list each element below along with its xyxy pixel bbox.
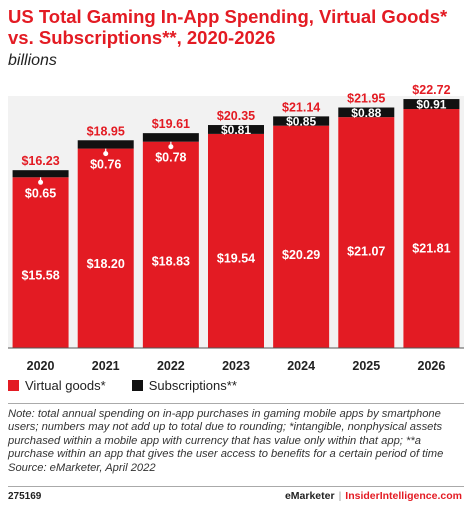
total-label-2025: $21.95	[347, 92, 385, 106]
total-label-2023: $20.35	[217, 109, 255, 123]
data-label-subscriptions-2025: $0.88	[351, 106, 381, 120]
x-tick-label-2023: 2023	[222, 359, 250, 373]
chart-note: Note: total annual spending on in-app pu…	[8, 408, 464, 475]
leader-dot-2020	[38, 179, 44, 185]
legend-item-subscriptions: Subscriptions**	[131, 378, 237, 393]
bar-virtual-goods-2023	[208, 133, 264, 348]
note-separator	[8, 403, 464, 404]
total-label-2020: $16.23	[21, 154, 59, 168]
data-label-virtual-goods-2021: $18.20	[87, 257, 125, 271]
bar-virtual-goods-2025	[338, 117, 395, 348]
total-label-2026: $22.72	[412, 83, 450, 97]
source-text: Source: eMarketer, April 2022	[8, 461, 156, 474]
footer-separator	[8, 486, 464, 487]
legend-label-subscriptions: Subscriptions**	[148, 378, 237, 393]
chart-legend: Virtual goods* Subscriptions**	[8, 378, 237, 393]
legend-swatch-virtual-goods	[8, 380, 19, 391]
bar-virtual-goods-2021	[77, 148, 134, 348]
brand-divider: |	[338, 490, 342, 502]
data-label-virtual-goods-2022: $18.83	[152, 254, 190, 268]
data-label-subscriptions-2020: $0.65	[25, 186, 56, 200]
data-label-virtual-goods-2025: $21.07	[347, 245, 385, 259]
x-tick-label-2024: 2024	[287, 359, 315, 373]
x-tick-label-2025: 2025	[352, 359, 380, 373]
note-text: Note: total annual spending on in-app pu…	[8, 408, 444, 461]
bar-subscriptions-2026	[403, 99, 460, 110]
bar-subscriptions-2025	[338, 107, 395, 118]
chart-subtitle: billions	[8, 52, 57, 69]
leader-dot-2022	[168, 144, 174, 150]
leader-dot-2021	[103, 151, 109, 157]
chart-id: 275169	[8, 491, 42, 502]
brand-emarketer: eMarketer	[284, 490, 335, 502]
total-label-2021: $18.95	[87, 124, 125, 138]
data-label-virtual-goods-2024: $20.29	[282, 248, 320, 262]
bar-subscriptions-2020	[12, 170, 69, 178]
x-tick-label-2022: 2022	[157, 359, 185, 373]
data-label-subscriptions-2024: $0.85	[286, 115, 316, 129]
data-label-virtual-goods-2023: $19.54	[217, 251, 255, 265]
data-label-subscriptions-2026: $0.91	[416, 98, 446, 112]
bar-subscriptions-2023	[208, 125, 264, 134]
data-label-subscriptions-2022: $0.78	[155, 151, 186, 165]
x-tick-label-2020: 2020	[27, 359, 55, 373]
chart-title: US Total Gaming In-App Spending, Virtual…	[8, 6, 448, 48]
bar-virtual-goods-2026	[403, 109, 460, 348]
bar-virtual-goods-2020	[12, 177, 69, 348]
legend-swatch-subscriptions	[131, 380, 143, 391]
legend-item-virtual-goods: Virtual goods*	[8, 378, 106, 393]
legend-label-virtual-goods: Virtual goods*	[25, 378, 106, 393]
bar-subscriptions-2024	[273, 116, 330, 126]
total-label-2022: $19.61	[152, 117, 190, 131]
bar-subscriptions-2021	[77, 140, 134, 149]
x-tick-label-2021: 2021	[92, 359, 120, 373]
bar-subscriptions-2022	[142, 133, 199, 142]
footer-brand: eMarketer | InsiderIntelligence.com	[285, 490, 462, 502]
bar-virtual-goods-2024	[273, 125, 330, 349]
data-label-subscriptions-2023: $0.81	[221, 123, 251, 137]
brand-insiderintelligence: InsiderIntelligence.com	[345, 490, 462, 502]
total-label-2024: $21.14	[282, 100, 320, 114]
data-label-subscriptions-2021: $0.76	[90, 158, 121, 172]
x-tick-label-2026: 2026	[418, 359, 446, 373]
data-label-virtual-goods-2020: $15.58	[21, 269, 59, 283]
data-label-virtual-goods-2026: $21.81	[412, 241, 450, 255]
bar-virtual-goods-2022	[142, 141, 199, 348]
